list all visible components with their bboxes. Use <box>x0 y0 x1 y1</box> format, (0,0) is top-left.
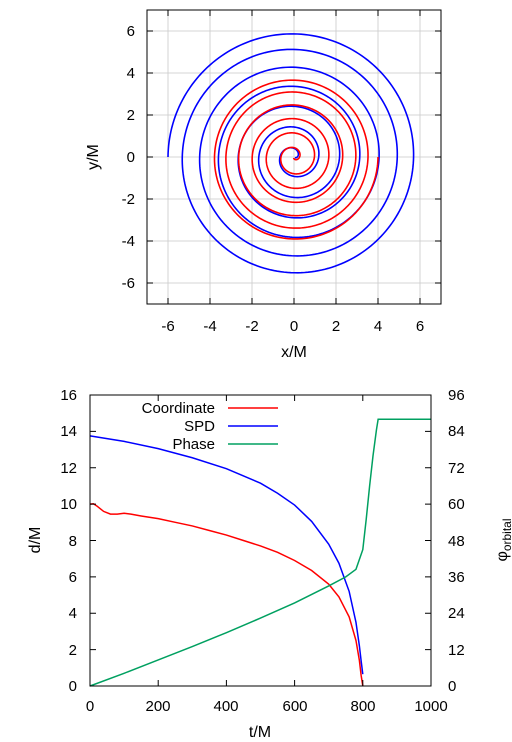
y-tick-label: 2 <box>69 642 77 659</box>
time-plot-frame <box>89 394 432 687</box>
y-tick-label: 10 <box>60 496 77 513</box>
x-tick-label: 1000 <box>414 698 447 715</box>
y2-tick-label: 72 <box>448 460 465 477</box>
y-tick-label: -2 <box>122 191 135 208</box>
time-chart: 0 200 400 600 800 1000 16 14 12 10 8 6 4… <box>27 387 512 741</box>
x-tick-label: 4 <box>374 318 382 335</box>
orbit-y-tick-labels: 6 4 2 0 -2 -4 -6 <box>122 23 135 292</box>
orbit-x-axis-label: x/M <box>281 344 307 361</box>
y2-label-main: φ <box>494 551 511 561</box>
x-tick-label: 0 <box>290 318 298 335</box>
legend: Coordinate SPD Phase <box>142 400 278 453</box>
y-tick-label: 12 <box>60 460 77 477</box>
x-tick-label: -2 <box>245 318 258 335</box>
x-tick-label: 200 <box>145 698 170 715</box>
time-x-tick-labels: 0 200 400 600 800 1000 <box>86 698 448 715</box>
y-tick-label: 6 <box>69 569 77 586</box>
orbit-series <box>167 33 415 274</box>
time-y2-axis-label: φorbital <box>494 518 512 561</box>
legend-label-phase: Phase <box>172 436 215 453</box>
x-tick-label: -4 <box>203 318 216 335</box>
x-tick-label: 600 <box>282 698 307 715</box>
x-tick-label: 2 <box>332 318 340 335</box>
orbit-ticks <box>147 10 441 304</box>
x-tick-label: 400 <box>213 698 238 715</box>
time-ticks <box>89 394 432 687</box>
y-tick-label: 6 <box>127 23 135 40</box>
time-y-tick-labels: 16 14 12 10 8 6 4 2 0 <box>60 387 77 695</box>
y2-label-sub: orbital <box>500 518 512 551</box>
y2-tick-label: 36 <box>448 569 465 586</box>
legend-label-coordinate: Coordinate <box>142 400 215 417</box>
y2-tick-label: 96 <box>448 387 465 404</box>
x-tick-label: -6 <box>161 318 174 335</box>
orbit-series-1 <box>213 79 379 240</box>
orbit-x-tick-labels: -6 -4 -2 0 2 4 6 <box>161 318 424 335</box>
y-tick-label: 4 <box>127 65 135 82</box>
series-line-spd <box>89 435 364 675</box>
y-tick-label: 16 <box>60 387 77 404</box>
y2-tick-label: 12 <box>448 642 465 659</box>
y-tick-label: 4 <box>69 605 77 622</box>
y2-tick-label: 60 <box>448 496 465 513</box>
time-series <box>89 418 431 687</box>
y2-tick-label: 24 <box>448 605 465 622</box>
legend-label-spd: SPD <box>184 418 215 435</box>
orbit-y-axis-label: y/M <box>85 144 102 170</box>
x-tick-label: 0 <box>86 698 94 715</box>
y-tick-label: 8 <box>69 533 77 550</box>
y-tick-label: -4 <box>122 233 135 250</box>
y-tick-label: 0 <box>127 149 135 166</box>
y-tick-label: 14 <box>60 423 77 440</box>
time-y2-tick-labels: 96 84 72 60 48 36 24 12 0 <box>448 387 465 695</box>
y-tick-label: -6 <box>122 275 135 292</box>
x-tick-label: 6 <box>416 318 424 335</box>
y2-tick-label: 48 <box>448 533 465 550</box>
series-line-phase <box>89 418 431 687</box>
orbit-series-0 <box>167 33 415 274</box>
y-tick-label: 2 <box>127 107 135 124</box>
time-x-axis-label: t/M <box>249 724 271 741</box>
orbit-chart: -6 -4 -2 0 2 4 6 6 4 2 0 -2 -4 -6 x/M y/… <box>85 9 442 361</box>
x-tick-label: 800 <box>350 698 375 715</box>
y2-tick-label: 84 <box>448 423 465 440</box>
time-y-axis-label: d/M <box>27 527 44 554</box>
y2-tick-label: 0 <box>448 678 456 695</box>
series-line-coordinate <box>89 502 364 687</box>
y-tick-label: 0 <box>69 678 77 695</box>
